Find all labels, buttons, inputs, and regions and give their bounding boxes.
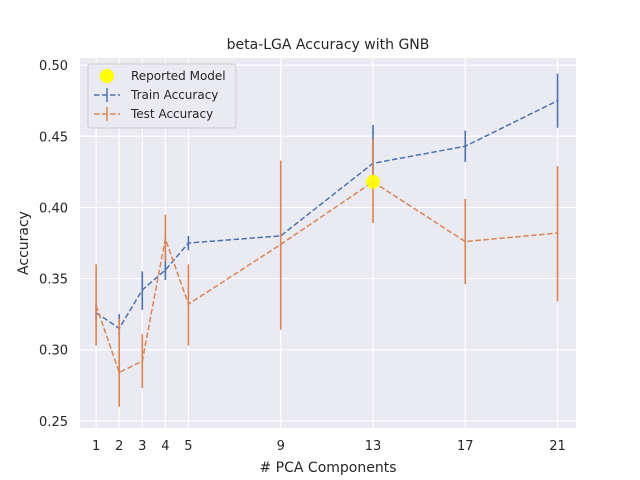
legend-label-train: Train Accuracy [130, 88, 218, 102]
y-tick-label: 0.45 [39, 130, 68, 145]
legend-box [87, 63, 237, 129]
data-point-test [187, 303, 190, 306]
data-point-train [464, 145, 467, 148]
data-point-test [464, 240, 467, 243]
data-point-test [164, 237, 167, 240]
legend: Reported Model Train Accuracy Test Accur… [87, 63, 237, 129]
legend-label-test: Test Accuracy [130, 107, 213, 121]
data-point-train [164, 269, 167, 272]
data-point-test [279, 243, 282, 246]
x-tick-label: 5 [184, 439, 192, 454]
data-point-train [141, 288, 144, 291]
y-tick-label: 0.40 [39, 201, 68, 216]
reported-model-marker [365, 174, 380, 189]
series-layer [95, 73, 559, 407]
data-point-test [118, 371, 121, 374]
x-tick-label: 3 [138, 439, 146, 454]
chart-title: beta-LGA Accuracy with GNB [227, 37, 430, 53]
data-point-test [95, 304, 98, 307]
x-axis-label: # PCA Components [260, 460, 397, 476]
y-axis-label: Accuracy [16, 211, 32, 275]
data-point-test [556, 232, 559, 235]
x-tick-label: 2 [115, 439, 123, 454]
y-tick-label: 0.35 [39, 273, 68, 288]
x-tick-label: 9 [277, 439, 285, 454]
legend-label-reported-model: Reported Model [131, 69, 226, 83]
data-point-train [556, 99, 559, 102]
data-point-test [141, 360, 144, 363]
legend-marker-reported-model [100, 69, 114, 83]
y-tick-label: 0.30 [39, 344, 68, 359]
y-tick-label: 0.25 [39, 415, 68, 430]
ticks: 1 2 3 4 5 9 13 17 21 0.25 0.30 0.35 0.40 0.45 0.50 [39, 59, 566, 454]
x-tick-label: 21 [549, 439, 566, 454]
x-tick-label: 1 [92, 439, 100, 454]
x-tick-label: 17 [457, 439, 474, 454]
data-point-train [187, 242, 190, 244]
y-tick-label: 0.50 [39, 59, 68, 74]
x-tick-label: 4 [161, 439, 169, 454]
x-tick-label: 13 [365, 439, 382, 454]
